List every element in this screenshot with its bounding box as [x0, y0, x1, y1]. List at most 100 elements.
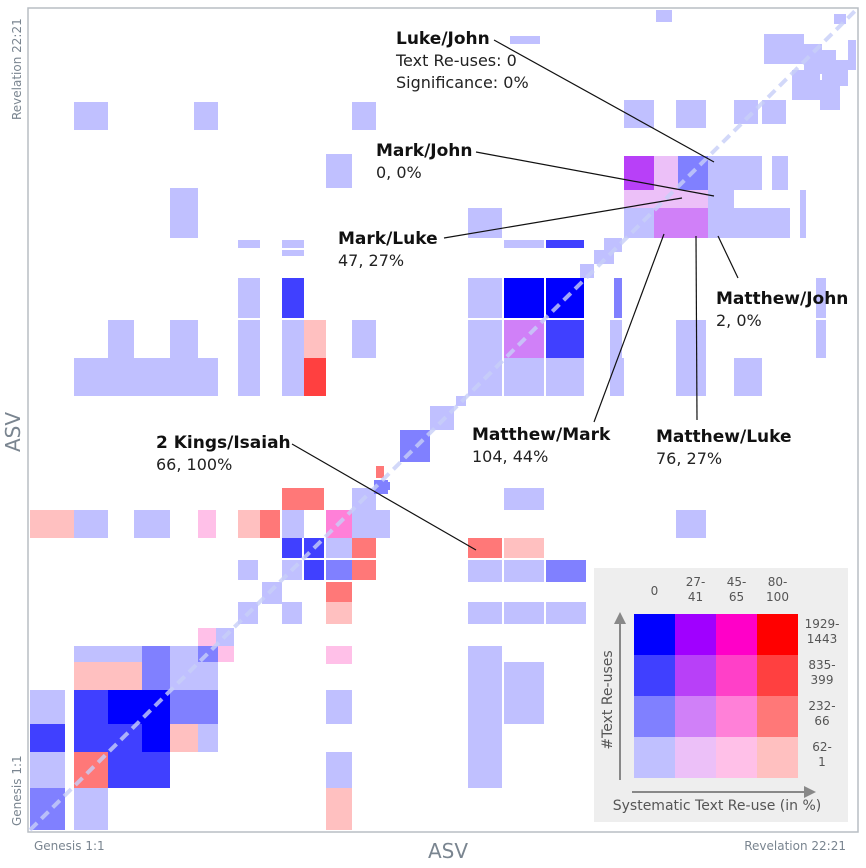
heatmap-cell[interactable]: [352, 510, 376, 538]
heatmap-cell[interactable]: [800, 190, 806, 238]
heatmap-cell[interactable]: [678, 190, 708, 208]
heatmap-cell[interactable]: [676, 320, 706, 358]
heatmap-cell[interactable]: [142, 752, 170, 788]
heatmap-cell[interactable]: [764, 34, 804, 64]
heatmap-cell[interactable]: [170, 358, 198, 396]
heatmap-cell[interactable]: [238, 320, 260, 358]
heatmap-cell[interactable]: [468, 724, 502, 752]
heatmap-cell[interactable]: [352, 560, 376, 580]
heatmap-cell[interactable]: [504, 690, 544, 724]
heatmap-cell[interactable]: [376, 510, 390, 538]
heatmap-cell[interactable]: [198, 690, 218, 724]
heatmap-cell[interactable]: [282, 358, 304, 396]
heatmap-cell[interactable]: [326, 154, 352, 188]
heatmap-cell[interactable]: [792, 70, 820, 100]
heatmap-cell[interactable]: [352, 102, 376, 130]
heatmap-cell[interactable]: [468, 752, 502, 788]
heatmap-cell[interactable]: [504, 240, 544, 248]
heatmap-cell[interactable]: [30, 510, 74, 538]
heatmap-cell[interactable]: [108, 662, 142, 690]
heatmap-cell[interactable]: [30, 752, 65, 788]
heatmap-cell[interactable]: [108, 646, 142, 662]
heatmap-cell[interactable]: [304, 358, 326, 396]
heatmap-cell[interactable]: [74, 102, 108, 130]
heatmap-cell[interactable]: [504, 560, 544, 582]
heatmap-cell[interactable]: [614, 278, 622, 318]
heatmap-cell[interactable]: [624, 100, 654, 128]
heatmap-cell[interactable]: [504, 488, 544, 510]
heatmap-cell[interactable]: [142, 646, 170, 662]
heatmap-cell[interactable]: [762, 100, 786, 124]
heatmap-cell[interactable]: [656, 10, 672, 22]
heatmap-cell[interactable]: [352, 320, 376, 358]
heatmap-cell[interactable]: [326, 752, 352, 788]
heatmap-cell[interactable]: [282, 510, 304, 538]
heatmap-cell[interactable]: [504, 602, 544, 624]
heatmap-cell[interactable]: [170, 320, 198, 358]
heatmap-cell[interactable]: [108, 320, 134, 358]
heatmap-cell[interactable]: [108, 752, 142, 788]
heatmap-cell[interactable]: [734, 156, 762, 190]
heatmap-cell[interactable]: [238, 358, 260, 396]
heatmap-cell[interactable]: [74, 510, 108, 538]
heatmap-cell[interactable]: [468, 690, 502, 724]
heatmap-cell[interactable]: [326, 560, 352, 580]
heatmap-cell[interactable]: [708, 190, 734, 208]
heatmap-cell[interactable]: [198, 662, 218, 690]
heatmap-cell[interactable]: [468, 602, 502, 624]
heatmap-cell[interactable]: [74, 646, 108, 662]
heatmap-cell[interactable]: [170, 646, 198, 662]
heatmap-cell[interactable]: [468, 662, 502, 690]
heatmap-cell[interactable]: [546, 358, 584, 396]
heatmap-cell[interactable]: [654, 208, 678, 238]
heatmap-cell[interactable]: [822, 50, 836, 80]
heatmap-cell[interactable]: [326, 646, 352, 664]
heatmap-cell[interactable]: [282, 250, 304, 256]
heatmap-cell[interactable]: [468, 278, 502, 318]
heatmap-cell[interactable]: [170, 690, 198, 724]
heatmap-cell[interactable]: [304, 488, 324, 510]
heatmap-cell[interactable]: [108, 358, 136, 396]
heatmap-cell[interactable]: [836, 60, 848, 86]
heatmap-cell[interactable]: [74, 724, 108, 752]
heatmap-cell[interactable]: [816, 320, 826, 358]
heatmap-cell[interactable]: [772, 156, 788, 190]
heatmap-cell[interactable]: [142, 724, 170, 752]
heatmap-cell[interactable]: [610, 320, 622, 358]
heatmap-cell[interactable]: [198, 358, 218, 396]
heatmap-cell[interactable]: [74, 690, 108, 724]
heatmap-cell[interactable]: [708, 208, 734, 238]
heatmap-cell[interactable]: [624, 156, 654, 190]
heatmap-cell[interactable]: [30, 724, 65, 752]
heatmap-cell[interactable]: [108, 690, 142, 724]
heatmap-cell[interactable]: [504, 358, 544, 396]
heatmap-cell[interactable]: [510, 36, 540, 44]
heatmap-cell[interactable]: [734, 358, 762, 396]
heatmap-cell[interactable]: [218, 646, 234, 662]
heatmap-cell[interactable]: [170, 724, 198, 752]
heatmap-cell[interactable]: [468, 560, 502, 582]
heatmap-cell[interactable]: [260, 510, 280, 538]
heatmap-cell[interactable]: [238, 560, 258, 580]
heatmap-cell[interactable]: [546, 560, 586, 582]
heatmap-cell[interactable]: [238, 510, 260, 538]
heatmap-cell[interactable]: [848, 40, 856, 70]
heatmap-cell[interactable]: [282, 278, 304, 318]
heatmap-cell[interactable]: [282, 488, 304, 510]
heatmap-cell[interactable]: [654, 156, 678, 190]
heatmap-cell[interactable]: [304, 320, 326, 358]
heatmap-cell[interactable]: [74, 662, 108, 690]
heatmap-cell[interactable]: [326, 690, 352, 724]
heatmap-cell[interactable]: [326, 538, 352, 558]
heatmap-cell[interactable]: [194, 102, 218, 130]
heatmap-cell[interactable]: [30, 690, 65, 724]
heatmap-cell[interactable]: [468, 538, 502, 558]
heatmap-cell[interactable]: [820, 80, 840, 110]
heatmap-cell[interactable]: [676, 510, 706, 538]
heatmap-cell[interactable]: [504, 662, 544, 690]
heatmap-cell[interactable]: [238, 278, 260, 318]
heatmap-cell[interactable]: [604, 238, 622, 252]
heatmap-cell[interactable]: [282, 602, 302, 624]
heatmap-cell[interactable]: [610, 358, 624, 396]
heatmap-cell[interactable]: [170, 188, 198, 208]
